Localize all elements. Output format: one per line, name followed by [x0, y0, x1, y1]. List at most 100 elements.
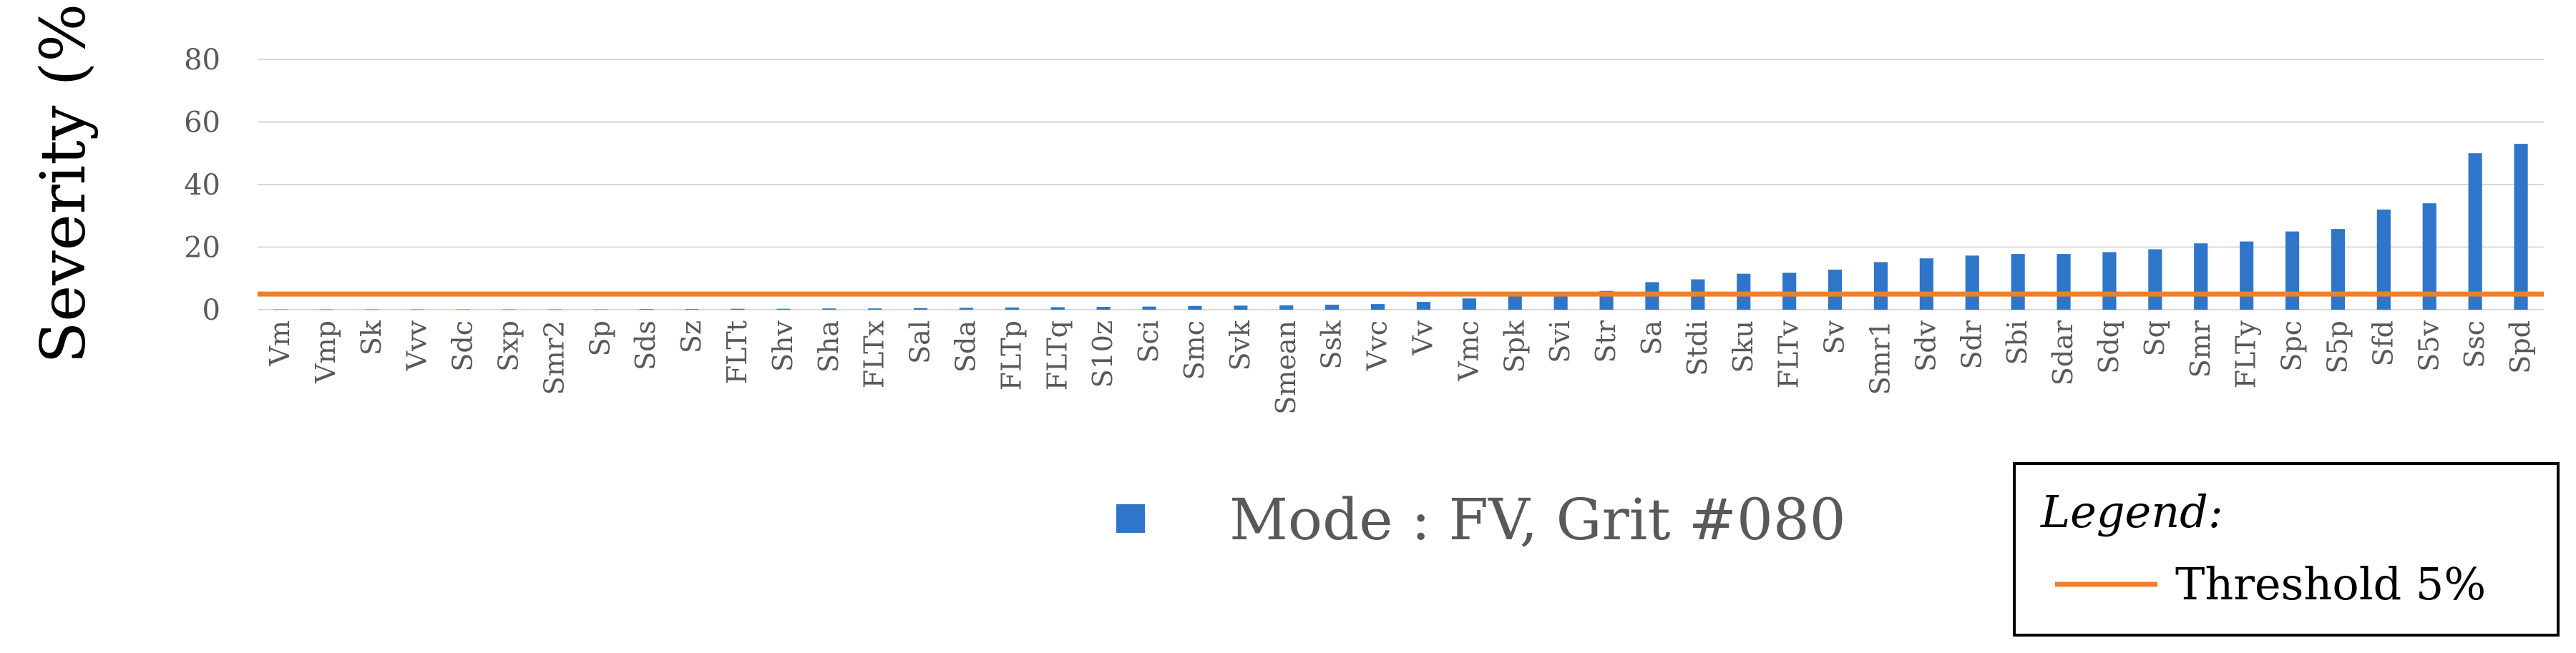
bar [1279, 305, 1294, 310]
x-tick-label: Smc [1179, 320, 1210, 380]
bar [2194, 243, 2208, 310]
bar [1828, 270, 1843, 310]
x-tick-label: Sha [813, 320, 844, 373]
y-axis-label: Severity (%) [28, 0, 99, 364]
bar [959, 308, 974, 310]
x-tick-label: Sfd [2367, 320, 2399, 366]
x-tick-label: S10z [1087, 320, 1118, 388]
x-tick-label: Smr2 [538, 320, 570, 395]
x-tick-label: Sdc [447, 320, 479, 372]
legend-threshold-label: Threshold 5% [2175, 558, 2486, 610]
x-tick-label: Sp [584, 320, 615, 356]
x-tick-label: Sdq [2093, 320, 2124, 374]
x-tick-label: Spc [2276, 320, 2308, 372]
x-tick-label: Sal [904, 320, 936, 364]
x-tick-label: Vvv [401, 320, 433, 371]
x-tick-label: Spd [2504, 320, 2536, 374]
bar [1782, 273, 1797, 310]
bar [1508, 296, 1522, 310]
x-tick-label: Sdar [2047, 320, 2079, 386]
bar [2422, 203, 2436, 310]
bar [913, 308, 928, 310]
x-tick-label: Smr [2185, 320, 2216, 378]
x-tick-label: Str [1590, 320, 1621, 363]
bar [639, 309, 653, 310]
series-legend: Mode : FV, Grit #080 [1116, 486, 1846, 553]
bar [1005, 307, 1019, 310]
x-tick-label: Sci [1133, 320, 1164, 363]
y-tick-labels: 0 20 40 60 80 [184, 44, 220, 327]
bar [2102, 252, 2117, 310]
x-tick-label: Sdv [1910, 320, 1941, 371]
bars [273, 144, 2528, 310]
bar [1965, 255, 1979, 310]
x-tick-label: Sk [356, 320, 387, 355]
bar [1188, 305, 1202, 310]
x-tick-label: Sbi [2001, 320, 2033, 365]
bar [1919, 258, 1933, 310]
bar [1142, 306, 1156, 310]
x-tick-label: Spk [1498, 320, 1530, 373]
y-tick-label: 0 [203, 294, 220, 327]
bar [1873, 262, 1888, 310]
x-tick-label: FLTq [1041, 320, 1073, 391]
x-tick-label: Svk [1224, 320, 1256, 371]
x-tick-label: FLTp [995, 320, 1027, 391]
x-tick-label: FLTv [1773, 320, 1805, 388]
gridlines [258, 59, 2544, 310]
bar [1325, 305, 1340, 310]
bar [2011, 254, 2025, 310]
bar [685, 309, 699, 310]
x-tick-label: Vmp [310, 320, 341, 384]
x-tick-label: Vvc [1362, 320, 1393, 371]
bar [2240, 241, 2254, 310]
x-tick-label: S5v [2413, 320, 2444, 371]
x-tick-label: Sa [1636, 320, 1667, 355]
x-tick-label: FLTx [859, 320, 890, 388]
y-tick-label: 60 [184, 107, 220, 139]
bar [2514, 144, 2528, 310]
bar [822, 308, 836, 310]
y-tick-label: 20 [184, 232, 220, 265]
bar [2057, 254, 2071, 310]
bar [2331, 229, 2346, 310]
legend-swatch-series [1116, 504, 1145, 533]
x-tick-label: FLTt [721, 320, 753, 384]
x-tick-label: Ssk [1316, 320, 1347, 370]
x-tick-label: Vm [264, 320, 296, 366]
x-tick-label: Smean [1270, 320, 1302, 415]
bar [1416, 302, 1431, 310]
x-tick-label: Vv [1407, 320, 1438, 355]
bar [868, 308, 882, 310]
y-tick-label: 40 [184, 169, 220, 202]
bar [1050, 307, 1065, 310]
bar [731, 308, 745, 310]
x-tick-label: Sv [1819, 320, 1850, 354]
x-tick-label: Stdi [1682, 320, 1713, 376]
x-tick-label: Sxp [492, 320, 524, 372]
bar [2285, 231, 2300, 310]
x-tick-label: Smr1 [1864, 320, 1896, 395]
x-tick-label: Sds [630, 320, 661, 370]
x-tick-label: Ssc [2459, 320, 2490, 368]
x-tick-label: Sda [950, 320, 981, 373]
bar [2376, 210, 2391, 310]
x-tick-labels: Vm Vmp Sk Vvv Sdc Sxp Smr2 Sp Sds Sz FLTt Shv Sha FLT… [264, 320, 2536, 415]
x-tick-label: Sq [2139, 320, 2170, 356]
x-tick-label: Sdr [1956, 320, 1987, 369]
x-tick-label: Sz [675, 320, 707, 353]
bar [776, 308, 791, 310]
x-tick-label: FLTy [2230, 320, 2262, 388]
x-tick-label: S5p [2321, 320, 2353, 374]
x-tick-label: Sku [1727, 320, 1759, 373]
legend-series-label: Mode : FV, Grit #080 [1229, 486, 1846, 553]
x-tick-label: Shv [767, 320, 799, 372]
bar [2148, 249, 2162, 310]
bar [1234, 305, 1248, 310]
y-tick-label: 80 [184, 44, 220, 77]
bar [1553, 293, 1568, 310]
bar [1370, 304, 1385, 310]
x-tick-label: Vmc [1453, 320, 1484, 382]
threshold-legend-box: Legend: Threshold 5% [2013, 462, 2560, 637]
